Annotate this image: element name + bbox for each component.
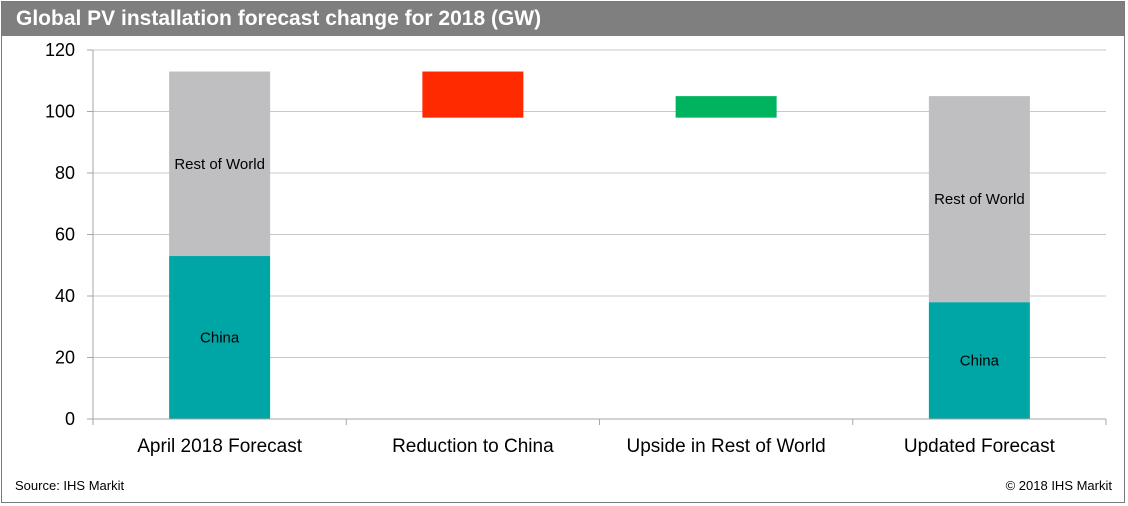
y-tick-label: 0 xyxy=(65,409,75,429)
bar-segment xyxy=(928,96,1030,303)
segment-label: Rest of World xyxy=(934,191,1025,208)
y-tick-label: 60 xyxy=(55,225,75,245)
y-tick-label: 100 xyxy=(45,102,75,122)
x-category-label: Updated Forecast xyxy=(904,436,1056,457)
bar-segment xyxy=(675,96,777,118)
labels: 0 20 40 60 80 100 120 China Rest of World China Re… xyxy=(45,40,1056,457)
y-tick-label: 120 xyxy=(45,40,75,60)
axes xyxy=(87,49,1107,425)
y-tick-label: 40 xyxy=(55,286,75,306)
y-tick-label: 80 xyxy=(55,163,75,183)
x-category-label: Reduction to China xyxy=(392,436,554,457)
segment-label: China xyxy=(200,330,240,347)
segment-label: China xyxy=(960,353,1000,370)
segment-label: Rest of World xyxy=(174,156,265,173)
y-tick-label: 20 xyxy=(55,348,75,368)
x-category-label: April 2018 Forecast xyxy=(137,436,302,457)
bar-segment xyxy=(169,71,271,257)
bar-segment xyxy=(422,71,524,118)
chart-title: Global PV installation forecast change f… xyxy=(2,2,1124,36)
source-note: Source: IHS Markit xyxy=(15,478,125,493)
copyright-note: © 2018 IHS Markit xyxy=(1005,478,1112,493)
bar-segment xyxy=(928,302,1030,419)
bars xyxy=(169,71,1030,419)
bar-segment xyxy=(169,256,271,419)
x-category-label: Upside in Rest of World xyxy=(627,436,826,457)
